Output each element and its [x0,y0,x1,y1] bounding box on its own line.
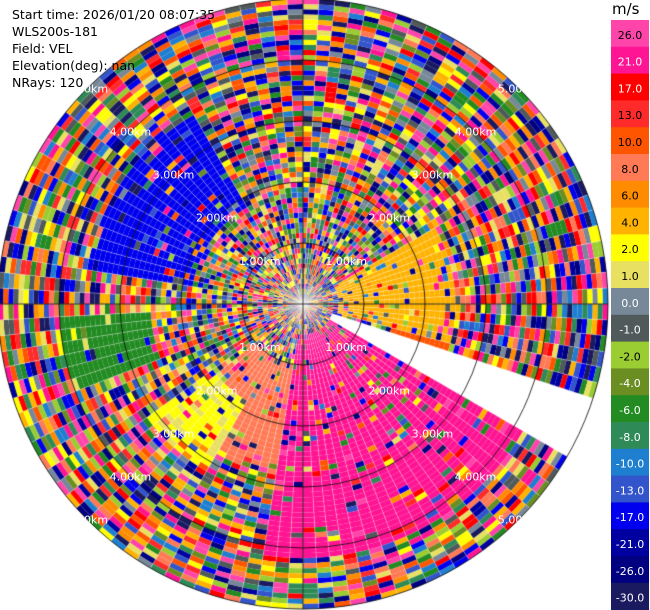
colorbar-tick-label: -4.0 [619,377,640,390]
colorbar-box [611,529,649,557]
colorbar-box [611,448,649,477]
colorbar-unit: m/s [612,0,640,18]
colorbar-box [611,475,649,503]
colorbar-box [611,314,649,343]
colorbar-tick-label: -30.0 [616,592,644,605]
field-name: Field: VEL [12,41,73,56]
colorbar-tick-label: 6.0 [621,190,639,203]
colorbar-tick-label: 1.0 [621,270,639,283]
range-ring-label: 5.00km [67,514,109,527]
start-time: Start time: 2026/01/20 08:07:35 [12,7,216,22]
range-ring-label: 1.00km [325,255,367,268]
colorbar-box [611,20,649,48]
range-ring-label: 4.00km [110,471,152,484]
nrays: NRays: 120 [12,75,84,90]
colorbar-box [611,556,649,584]
colorbar-box [611,422,649,450]
elevation: Elevation(deg): nan [12,58,136,73]
info-panel: Start time: 2026/01/20 08:07:35 WLS200s-… [12,6,215,91]
range-ring-label: 1.00km [239,255,281,268]
colorbar-tick-label: -13.0 [616,484,644,497]
colorbar-tick-label: -2.0 [619,350,640,363]
colorbar-box [611,234,649,262]
colorbar-box [611,100,649,128]
range-ring-label: 5.00km [498,514,540,527]
range-ring-label: 4.00km [455,125,497,138]
range-ring-label: 1.00km [239,341,281,354]
range-ring-label: 5.00km [498,82,540,95]
instrument-name: WLS200s-181 [12,24,98,39]
range-ring-label: 4.00km [455,471,497,484]
range-ring-label: 2.00km [368,384,410,397]
colorbar-tick-label: -6.0 [619,404,640,417]
colorbar-labels: 26.0 21.0 17.0 13.0 10.0 8.0 6.0 4.0 2.0 1.0 0.0 -1… [616,29,644,605]
colorbar-box [611,261,649,289]
colorbar-tick-label: -26.0 [616,565,644,578]
range-ring-label: 5.00km [67,82,109,95]
colorbar-tick-label: -21.0 [616,538,644,551]
colorbar-box [611,582,649,610]
colorbar-box [611,395,649,423]
colorbar-box [611,288,649,316]
range-ring-label: 2.00km [196,384,238,397]
colorbar-tick-label: -17.0 [616,511,644,524]
colorbar-tick-label: 13.0 [618,109,643,122]
range-ring-label: 3.00km [153,169,195,182]
range-ring-label: 2.00km [368,212,410,225]
colorbar-tick-label: 8.0 [621,163,639,176]
range-ring-label: 3.00km [412,427,454,440]
colorbar-tick-label: 17.0 [618,82,643,95]
colorbar-tick-label: 2.0 [621,243,639,256]
colorbar-box [611,341,649,369]
colorbar-box [611,46,649,75]
colorbar-box [611,180,649,209]
range-ring-label: 2.00km [196,212,238,225]
colorbar-box [611,207,649,235]
colorbar-tick-label: -10.0 [616,458,644,471]
colorbar-boxes [611,20,649,610]
colorbar-box [611,73,649,101]
colorbar-box [611,368,649,396]
colorbar-box [611,502,649,530]
colorbar-tick-label: 4.0 [621,216,639,229]
range-ring-label: 4.00km [110,125,152,138]
colorbar-tick-label: -8.0 [619,431,640,444]
colorbar-box [611,154,649,182]
range-ring-label: 3.00km [153,427,195,440]
range-ring-label: 3.00km [412,169,454,182]
colorbar-tick-label: 21.0 [618,56,643,69]
colorbar-box [611,127,649,155]
range-ring-label: 1.00km [325,341,367,354]
colorbar-tick-label: 0.0 [621,297,639,310]
colorbar-tick-label: 26.0 [618,29,643,42]
colorbar-tick-label: 10.0 [618,136,643,149]
colorbar-tick-label: -1.0 [619,324,640,337]
